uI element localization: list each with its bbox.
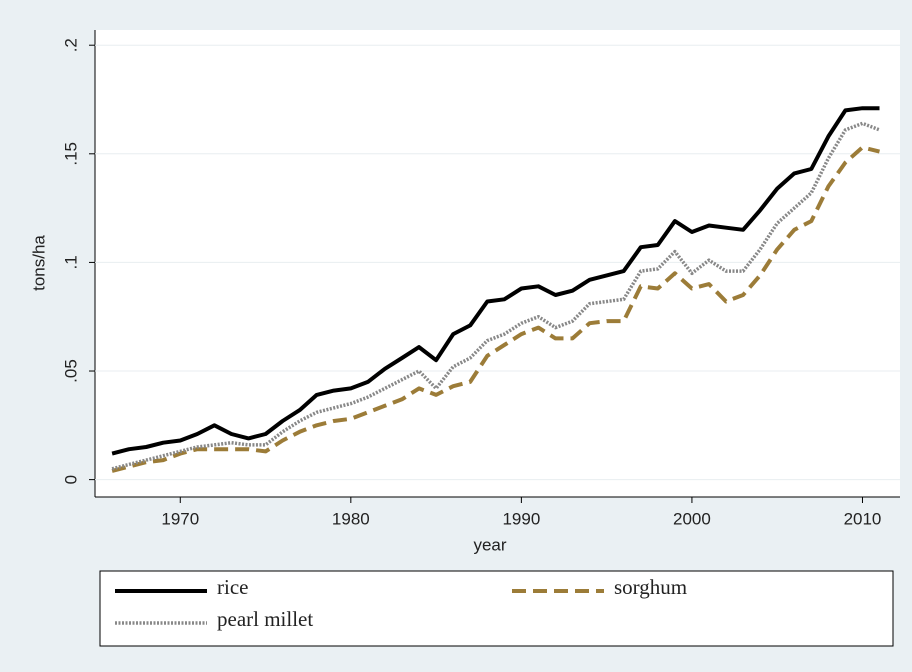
legend-box <box>99 570 894 647</box>
y-axis-label: tons/ha <box>29 235 48 291</box>
y-tick-label: .15 <box>61 142 80 166</box>
y-tick-label: .1 <box>61 255 80 269</box>
legend-label: sorghum <box>614 575 687 599</box>
y-tick-label: .05 <box>61 359 80 383</box>
legend-label: pearl millet <box>217 607 313 631</box>
series-line <box>111 121 881 471</box>
x-tick-label: 2010 <box>844 509 882 528</box>
x-axis-label: year <box>473 535 506 554</box>
legend-label: rice <box>217 575 248 599</box>
x-tick-label: 2000 <box>673 509 711 528</box>
y-tick-label: .2 <box>61 38 80 52</box>
series-line <box>111 145 880 473</box>
y-tick-label: 0 <box>61 475 80 484</box>
x-tick-label: 1970 <box>161 509 199 528</box>
x-tick-label: 1980 <box>332 509 370 528</box>
series-line <box>111 106 880 456</box>
x-tick-label: 1990 <box>502 509 540 528</box>
